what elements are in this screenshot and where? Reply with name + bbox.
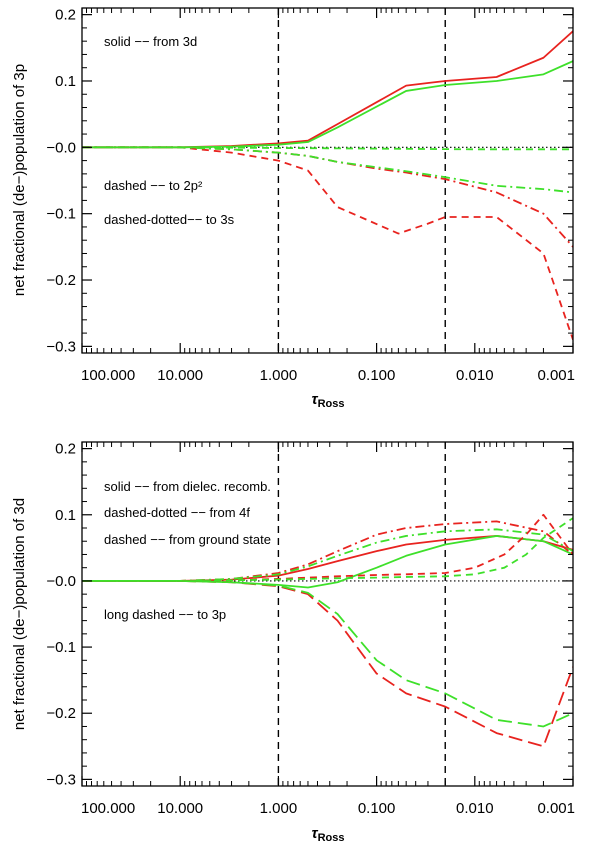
series-line-5 [82, 146, 573, 194]
x-tick-label: 100.000 [81, 367, 135, 384]
y-tick-label: 0.1 [55, 507, 76, 524]
plot-frame [81, 441, 574, 787]
y-tick-label: 0.1 [55, 73, 76, 90]
y-tick-label: −0.2 [46, 272, 76, 289]
x-tick-label: 0.001 [537, 800, 575, 817]
y-tick-label: −0.3 [46, 338, 76, 355]
panel-top: net fractional (de−)population of 3p τRo… [11, 7, 575, 410]
y-tick-label: −0.3 [46, 771, 76, 788]
y-axis-label-top: net fractional (de−)population of 3p [11, 64, 28, 296]
y-tick-label: 0.2 [55, 7, 76, 24]
y-tick-label: −0.0 [46, 139, 76, 156]
x-tick-label: 0.010 [456, 800, 494, 817]
y-tick-label: −0.0 [46, 573, 76, 590]
series-line-6 [82, 146, 573, 151]
y-tick-label: −0.1 [46, 639, 76, 656]
x-tick-label: 1.000 [260, 367, 298, 384]
y-tick-label: −0.2 [46, 705, 76, 722]
x-tick-label: 0.100 [358, 367, 396, 384]
x-tick-label: 10.000 [157, 367, 203, 384]
panel-bottom: net fractional (de−)population of 3d τRo… [11, 441, 575, 844]
legend-annotation-3: dashed-dotted−− to 3s [104, 212, 235, 227]
y-tick-label: 0.2 [55, 441, 76, 458]
x-tick-label: 0.100 [358, 800, 396, 817]
legend-annotation-2: dashed-dotted −− from 4f [104, 505, 250, 520]
y-axis-label-bottom: net fractional (de−)population of 3d [11, 498, 28, 730]
x-tick-label: 1.000 [260, 800, 298, 817]
x-axis-label-bottom: τRoss [311, 825, 344, 844]
x-tick-label: 10.000 [157, 800, 203, 817]
x-tick-label: 0.001 [537, 367, 575, 384]
series-line-4 [82, 528, 573, 582]
legend-annotation-4: long dashed −− to 3p [104, 607, 226, 622]
x-axis-label-top: τRoss [311, 391, 344, 410]
series-line-2 [82, 60, 573, 149]
series-line-8 [82, 580, 573, 728]
x-tick-label: 100.000 [81, 800, 135, 817]
legend-annotation-1: solid −− from 3d [104, 34, 197, 49]
series-line-6 [82, 517, 573, 582]
plot-frame [81, 7, 574, 354]
legend-annotation-3: dashed −− from ground state [104, 532, 271, 547]
legend-annotation-2: dashed −− to 2p² [104, 178, 203, 193]
legend-annotation-1: solid −− from dielec. recomb. [104, 479, 271, 494]
x-tick-label: 0.010 [456, 367, 494, 384]
y-tick-label: −0.1 [46, 206, 76, 223]
